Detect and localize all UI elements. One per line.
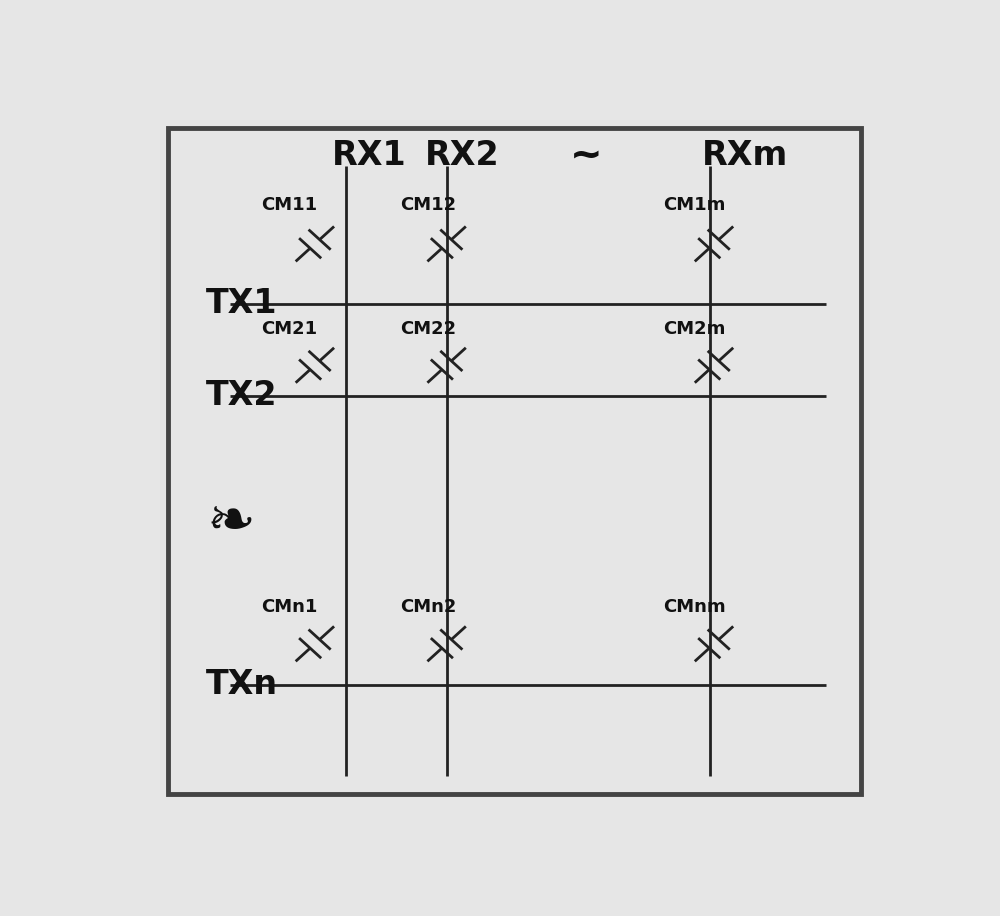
- Text: CM12: CM12: [400, 196, 456, 214]
- Text: CMn2: CMn2: [400, 598, 456, 616]
- Text: CM11: CM11: [261, 196, 317, 214]
- Text: CM22: CM22: [400, 320, 456, 338]
- Bar: [168, 127, 861, 794]
- Text: CMn1: CMn1: [261, 598, 317, 616]
- Text: CM2m: CM2m: [664, 320, 726, 338]
- Text: RX2: RX2: [425, 139, 499, 172]
- Text: RX1: RX1: [332, 139, 406, 172]
- Text: TX1: TX1: [206, 288, 278, 321]
- Text: ❧: ❧: [206, 494, 255, 551]
- Text: RXm: RXm: [702, 139, 788, 172]
- Text: CM21: CM21: [261, 320, 317, 338]
- Text: CM1m: CM1m: [664, 196, 726, 214]
- Text: CMnm: CMnm: [664, 598, 726, 616]
- Text: TXn: TXn: [206, 669, 278, 702]
- Text: ~: ~: [570, 136, 602, 175]
- Text: TX2: TX2: [206, 379, 278, 412]
